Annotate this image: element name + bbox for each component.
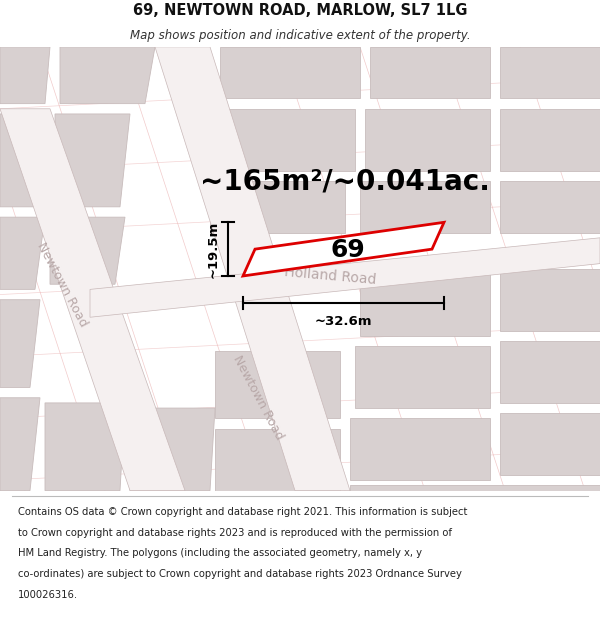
Text: Map shows position and indicative extent of the property.: Map shows position and indicative extent… <box>130 29 470 42</box>
Polygon shape <box>0 114 50 207</box>
Polygon shape <box>50 217 125 284</box>
Polygon shape <box>370 47 490 99</box>
Polygon shape <box>215 109 355 171</box>
Text: ~19.5m: ~19.5m <box>207 221 220 278</box>
Polygon shape <box>220 47 360 99</box>
Text: 100026316.: 100026316. <box>18 590 78 600</box>
Text: ~32.6m: ~32.6m <box>315 315 372 328</box>
Polygon shape <box>350 418 490 480</box>
Text: co-ordinates) are subject to Crown copyright and database rights 2023 Ordnance S: co-ordinates) are subject to Crown copyr… <box>18 569 462 579</box>
Polygon shape <box>60 47 155 104</box>
Polygon shape <box>155 47 350 491</box>
Text: HM Land Registry. The polygons (including the associated geometry, namely x, y: HM Land Registry. The polygons (includin… <box>18 548 422 558</box>
Polygon shape <box>355 346 490 408</box>
Polygon shape <box>0 109 185 491</box>
Text: 69: 69 <box>331 238 365 262</box>
Text: 69, NEWTOWN ROAD, MARLOW, SL7 1LG: 69, NEWTOWN ROAD, MARLOW, SL7 1LG <box>133 2 467 18</box>
Text: to Crown copyright and database rights 2023 and is reproduced with the permissio: to Crown copyright and database rights 2… <box>18 528 452 538</box>
Polygon shape <box>500 109 600 171</box>
Text: Contains OS data © Crown copyright and database right 2021. This information is : Contains OS data © Crown copyright and d… <box>18 507 467 517</box>
Polygon shape <box>500 269 600 331</box>
Polygon shape <box>210 181 345 232</box>
Polygon shape <box>500 47 600 99</box>
Polygon shape <box>500 413 600 475</box>
Polygon shape <box>215 429 340 491</box>
Polygon shape <box>243 222 444 276</box>
Polygon shape <box>0 217 45 289</box>
Polygon shape <box>215 351 340 418</box>
Text: ~165m²/~0.041ac.: ~165m²/~0.041ac. <box>200 167 490 195</box>
Text: Newtown Road: Newtown Road <box>230 353 286 442</box>
Polygon shape <box>130 408 215 491</box>
Polygon shape <box>45 403 125 491</box>
Polygon shape <box>55 114 130 207</box>
Polygon shape <box>0 398 40 491</box>
Polygon shape <box>0 300 40 388</box>
Polygon shape <box>350 486 600 491</box>
Polygon shape <box>0 47 50 104</box>
Text: Holland Road: Holland Road <box>283 265 377 287</box>
Polygon shape <box>365 109 490 171</box>
Polygon shape <box>360 274 490 336</box>
Polygon shape <box>360 181 490 232</box>
Text: Newtown Road: Newtown Road <box>34 240 90 329</box>
Polygon shape <box>90 238 600 318</box>
Polygon shape <box>500 341 600 403</box>
Polygon shape <box>500 181 600 232</box>
